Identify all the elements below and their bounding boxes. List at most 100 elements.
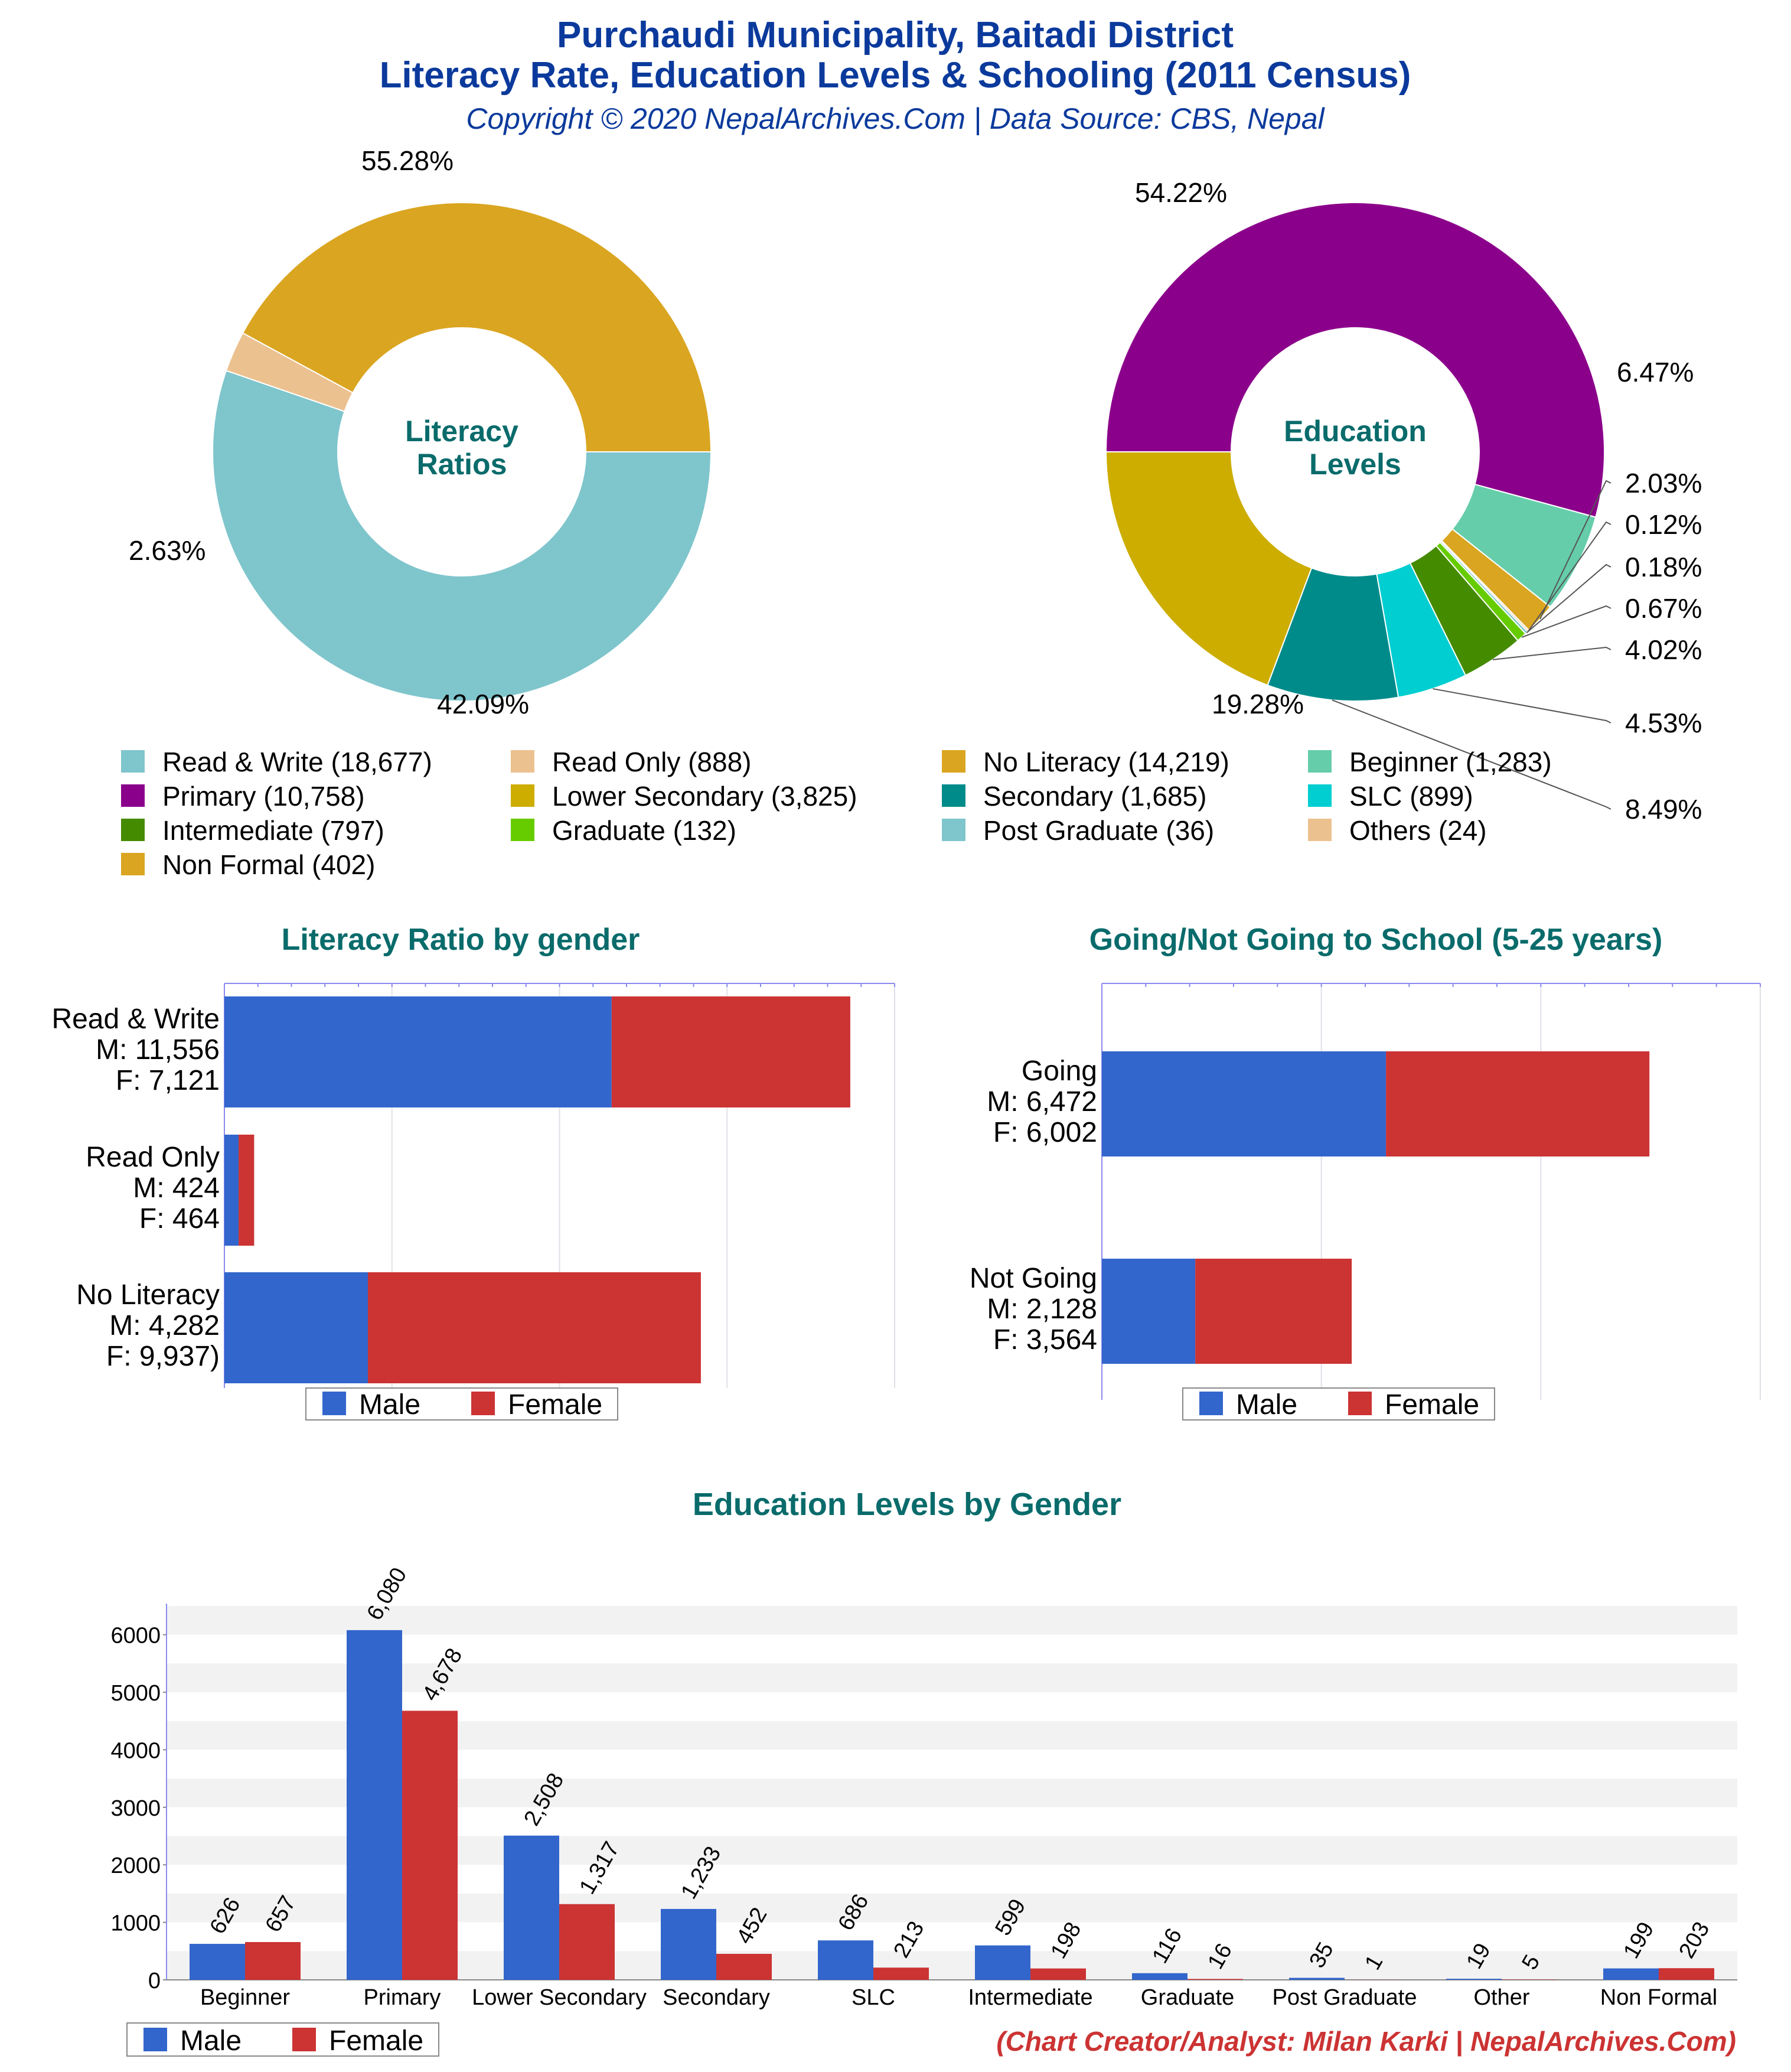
bar-female-slc [873, 1967, 929, 1980]
legend-swatch-female [471, 1392, 495, 1415]
category-label-no-literacy: No Literacy [76, 1279, 220, 1311]
legend-swatch-primary [121, 784, 145, 807]
legend-swatch-non-formal [121, 853, 145, 875]
legend-label-primary: Primary (10,758) [162, 781, 365, 812]
bar-male-lower-secondary [504, 1835, 559, 1980]
bar-male-other [1446, 1979, 1502, 1980]
slice-label-post-graduate: 0.18% [1625, 552, 1702, 582]
x-tick-label-non-formal: Non Formal [1600, 1985, 1718, 2010]
bar-female-secondary [716, 1953, 772, 1980]
bar-male-no-literacy [224, 1272, 368, 1383]
leader-line [1332, 699, 1611, 810]
bar-female-non-formal [1659, 1968, 1714, 1980]
y-tick-label: 4000 [110, 1738, 161, 1763]
legend-label-graduate: Graduate (132) [552, 815, 736, 846]
donut-center-label: Literacy [405, 415, 518, 448]
bar-female-lower-secondary [559, 1904, 615, 1980]
bar-female-going [1386, 1051, 1650, 1156]
legend-label-beginner: Beginner (1,283) [1349, 747, 1552, 777]
bar-female-no-literacy [368, 1272, 701, 1383]
legend-swatch-secondary [942, 784, 965, 807]
category-label-read-only: M: 424 [133, 1172, 220, 1204]
category-label-read-only: F: 464 [139, 1203, 220, 1234]
bar-female-beginner [245, 1942, 301, 1980]
x-tick-label-secondary: Secondary [663, 1985, 770, 2010]
slice-no-literacy [242, 202, 712, 452]
x-tick-label-graduate: Graduate [1141, 1985, 1234, 2010]
category-label-not-going: M: 2,128 [987, 1294, 1097, 1325]
legend-swatch-no-literacy [942, 750, 965, 773]
category-label-going: F: 6,002 [993, 1117, 1097, 1148]
legend-label-lower-secondary: Lower Secondary (3,825) [552, 781, 857, 812]
legend-swatch-female [1348, 1392, 1372, 1415]
legend-label-read-only: Read Only (888) [552, 747, 752, 777]
section-title: Literacy Ratio by gender [282, 923, 640, 957]
x-tick-label-slc: SLC [852, 1985, 895, 2010]
legend-label-read-write: Read & Write (18,677) [162, 747, 432, 777]
bar-female-intermediate [1030, 1968, 1086, 1980]
legend-swatch-female [292, 2028, 316, 2051]
legend-label-male: Male [359, 1389, 420, 1421]
bar-male-primary [347, 1630, 402, 1980]
category-label-read-write: M: 11,556 [96, 1034, 220, 1066]
legend-label-others: Others (24) [1349, 815, 1487, 846]
slice-label-read-only: 2.63% [129, 535, 205, 566]
leader-line [1521, 605, 1611, 638]
legend-swatch-read-only [511, 750, 534, 773]
donut-center-label: Education [1284, 415, 1427, 448]
bar-male-secondary [661, 1908, 716, 1980]
bar-female-read-write [611, 996, 850, 1107]
legend-swatch-lower-secondary [511, 784, 534, 807]
grid-band [167, 1606, 1737, 1635]
bar-male-read-write [224, 996, 612, 1107]
x-tick-label-primary: Primary [364, 1985, 441, 2010]
x-tick-label-post-graduate: Post Graduate [1272, 1985, 1417, 2010]
bar-male-slc [818, 1940, 873, 1980]
legend-swatch-male [143, 2028, 167, 2051]
y-tick-label: 2000 [110, 1853, 161, 1878]
legend-label-no-literacy: No Literacy (14,219) [983, 747, 1229, 777]
leader-line [1526, 563, 1611, 634]
slice-label-intermediate: 4.02% [1625, 634, 1702, 665]
leader-line [1492, 646, 1611, 660]
credit-text: (Chart Creator/Analyst: Milan Karki | Ne… [996, 2026, 1736, 2057]
category-label-going: Going [1022, 1055, 1097, 1087]
y-tick-label: 0 [148, 1969, 161, 1993]
category-label-no-literacy: F: 9,937) [106, 1341, 220, 1372]
slice-label-primary: 54.22% [1135, 177, 1227, 208]
title-line-1: Purchaudi Municipality, Baitadi District [557, 15, 1234, 56]
leader-line [1433, 688, 1611, 724]
legend-swatch-intermediate [121, 819, 145, 841]
donut-center-label: Ratios [417, 448, 507, 481]
slice-primary [1105, 202, 1605, 518]
x-tick-label-beginner: Beginner [200, 1985, 290, 2010]
legend-box [126, 2022, 439, 2057]
slice-label-non-formal: 2.03% [1625, 468, 1702, 499]
y-tick-label: 1000 [110, 1911, 161, 1936]
leader-line [1528, 521, 1611, 632]
grid-band [167, 1663, 1737, 1693]
legend-swatch-read-write [121, 750, 145, 773]
legend-swatch-slc [1308, 784, 1332, 807]
category-label-not-going: F: 3,564 [993, 1324, 1097, 1356]
slice-label-slc: 4.53% [1625, 708, 1702, 738]
legend-label-post-graduate: Post Graduate (36) [983, 815, 1214, 846]
slice-lower-secondary [1105, 451, 1313, 686]
bar-male-non-formal [1603, 1968, 1659, 1980]
subtitle: Copyright © 2020 NepalArchives.Com | Dat… [466, 102, 1325, 136]
bar-male-intermediate [975, 1945, 1030, 1980]
legend-swatch-beginner [1308, 750, 1332, 773]
bar-female-graduate [1188, 1979, 1243, 1980]
legend-label-non-formal: Non Formal (402) [162, 849, 375, 880]
section-title: Going/Not Going to School (5-25 years) [1089, 923, 1663, 957]
slice-read-write [212, 370, 712, 702]
category-label-read-write: F: 7,121 [116, 1065, 220, 1096]
legend-label-intermediate: Intermediate (797) [162, 815, 384, 846]
section-title: Education Levels by Gender [693, 1487, 1121, 1522]
legend-label-male: Male [1236, 1389, 1297, 1421]
legend-label-female: Female [1385, 1389, 1479, 1421]
x-tick-label-other: Other [1473, 1985, 1529, 2010]
legend-swatch-post-graduate [942, 819, 965, 841]
